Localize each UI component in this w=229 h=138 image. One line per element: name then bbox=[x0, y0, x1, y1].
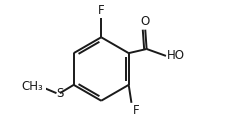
Text: S: S bbox=[56, 87, 63, 100]
Text: CH₃: CH₃ bbox=[21, 80, 42, 93]
Text: HO: HO bbox=[166, 49, 184, 62]
Text: F: F bbox=[132, 104, 139, 117]
Text: O: O bbox=[140, 15, 149, 28]
Text: F: F bbox=[98, 4, 104, 17]
